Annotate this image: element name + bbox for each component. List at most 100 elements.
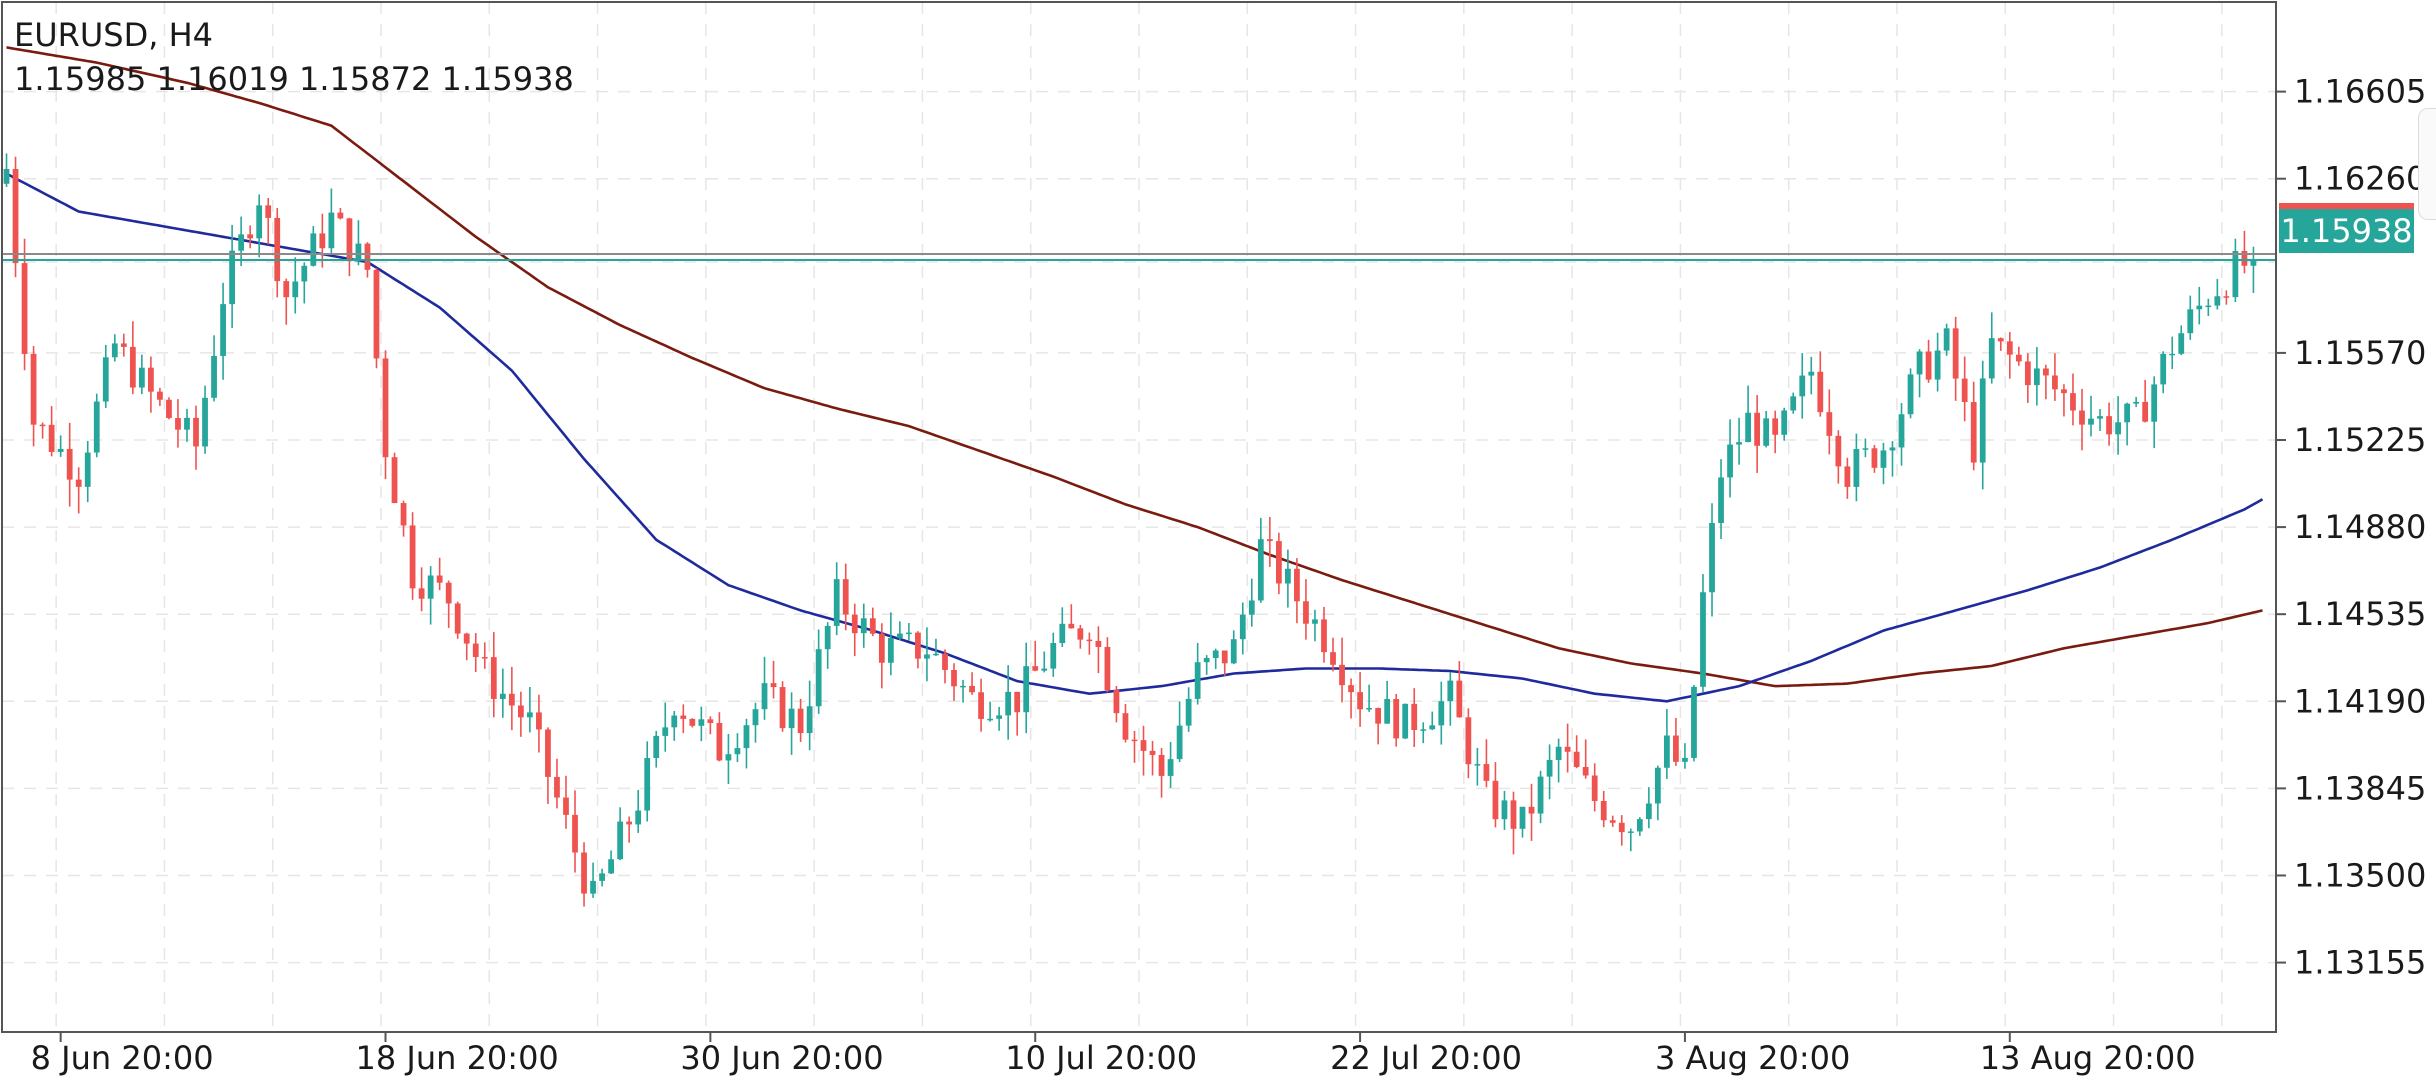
candle-body [1266, 539, 1273, 542]
candle [184, 408, 190, 442]
candle [1519, 806, 1526, 838]
candle-body [355, 243, 362, 262]
candle [1880, 442, 1887, 485]
candle [2015, 346, 2022, 366]
candle [779, 681, 786, 732]
candle-body [157, 391, 163, 400]
candle-body [1700, 592, 1706, 687]
candle [319, 213, 326, 268]
candle-body [1104, 646, 1111, 691]
candle-body [1285, 568, 1291, 584]
candle [689, 718, 696, 728]
candle-body [996, 715, 1003, 719]
candle-body [1248, 600, 1255, 615]
candle-body [689, 718, 696, 726]
candle-body [716, 722, 723, 761]
candle [1997, 337, 2004, 351]
candle [238, 216, 245, 267]
candle [1736, 417, 1742, 465]
candle [698, 706, 705, 742]
candle [1871, 445, 1878, 473]
candle [797, 698, 804, 742]
candle [590, 862, 596, 898]
candle [1059, 607, 1066, 647]
candle-body [1447, 680, 1454, 702]
candle [391, 452, 398, 504]
candle-body [1636, 819, 1643, 832]
candle [2232, 238, 2239, 303]
candle-body [1564, 746, 1571, 752]
candle [193, 405, 199, 470]
candle [1808, 356, 1815, 395]
candle-body [617, 821, 624, 860]
candle-body [30, 353, 37, 425]
candle-body [1835, 435, 1842, 467]
candle-body [57, 448, 64, 452]
candle [1411, 688, 1418, 747]
candle-body [1546, 759, 1553, 777]
candle [129, 321, 136, 395]
candle [1456, 661, 1463, 718]
candle [382, 350, 389, 480]
candle-body [1510, 800, 1517, 829]
candle-body [211, 355, 217, 398]
candle-body [933, 653, 939, 656]
candle [653, 730, 660, 768]
candle-body [1158, 754, 1165, 776]
candle-body [1375, 707, 1382, 724]
candle [1257, 517, 1264, 603]
candle [1799, 353, 1806, 419]
candle-body [1239, 614, 1246, 640]
candle [247, 225, 254, 249]
candle [2006, 331, 2013, 379]
ohlc-readout: 1.15985 1.16019 1.15872 1.15938 [14, 60, 574, 98]
y-tick-label: 1.13845 [2294, 769, 2426, 807]
candle [1447, 672, 1454, 726]
candle-body [1591, 775, 1598, 801]
candle [1555, 738, 1562, 783]
candle-body [472, 643, 479, 658]
candle [1826, 389, 1833, 455]
candle-body [1275, 541, 1282, 584]
y-tick-label: 1.15225 [2294, 421, 2426, 459]
candle-body [2214, 296, 2221, 306]
candle-body [66, 448, 73, 480]
candle [1294, 558, 1300, 624]
candle [1853, 433, 1860, 502]
candle-body [1916, 351, 1923, 375]
candle-body [833, 579, 840, 626]
candle [2178, 325, 2185, 356]
candle [1303, 579, 1309, 640]
candle-body [1808, 371, 1815, 376]
candle-body [517, 705, 524, 718]
candle [1465, 708, 1472, 779]
candle [1754, 395, 1761, 473]
side-panel-handle[interactable] [2418, 108, 2436, 220]
candle [815, 629, 822, 714]
candle-body [391, 457, 398, 504]
candle-body [1943, 328, 1950, 351]
candle-body [1194, 662, 1201, 699]
candle [328, 188, 335, 255]
candle-body [93, 401, 100, 453]
candle-body [166, 399, 172, 419]
candle-body [1988, 338, 1995, 379]
candle-body [2160, 353, 2167, 385]
candle-body [878, 633, 885, 663]
candle-body [220, 304, 226, 356]
symbol-timeframe-label: EURUSD, H4 [14, 16, 214, 54]
candle [851, 603, 858, 657]
candle-body [671, 715, 678, 728]
candle-body [608, 859, 614, 874]
plot-frame [1, 1, 2277, 1033]
candle [66, 422, 73, 507]
candle [12, 156, 19, 278]
candle-body [1077, 628, 1084, 640]
candle-body [1889, 447, 1896, 451]
current-price-badge: 1.15938 [2279, 209, 2414, 253]
candle-body [328, 212, 335, 249]
candle-body [743, 725, 750, 749]
candle [1330, 637, 1336, 672]
ma-slow-line [6, 46, 2263, 688]
